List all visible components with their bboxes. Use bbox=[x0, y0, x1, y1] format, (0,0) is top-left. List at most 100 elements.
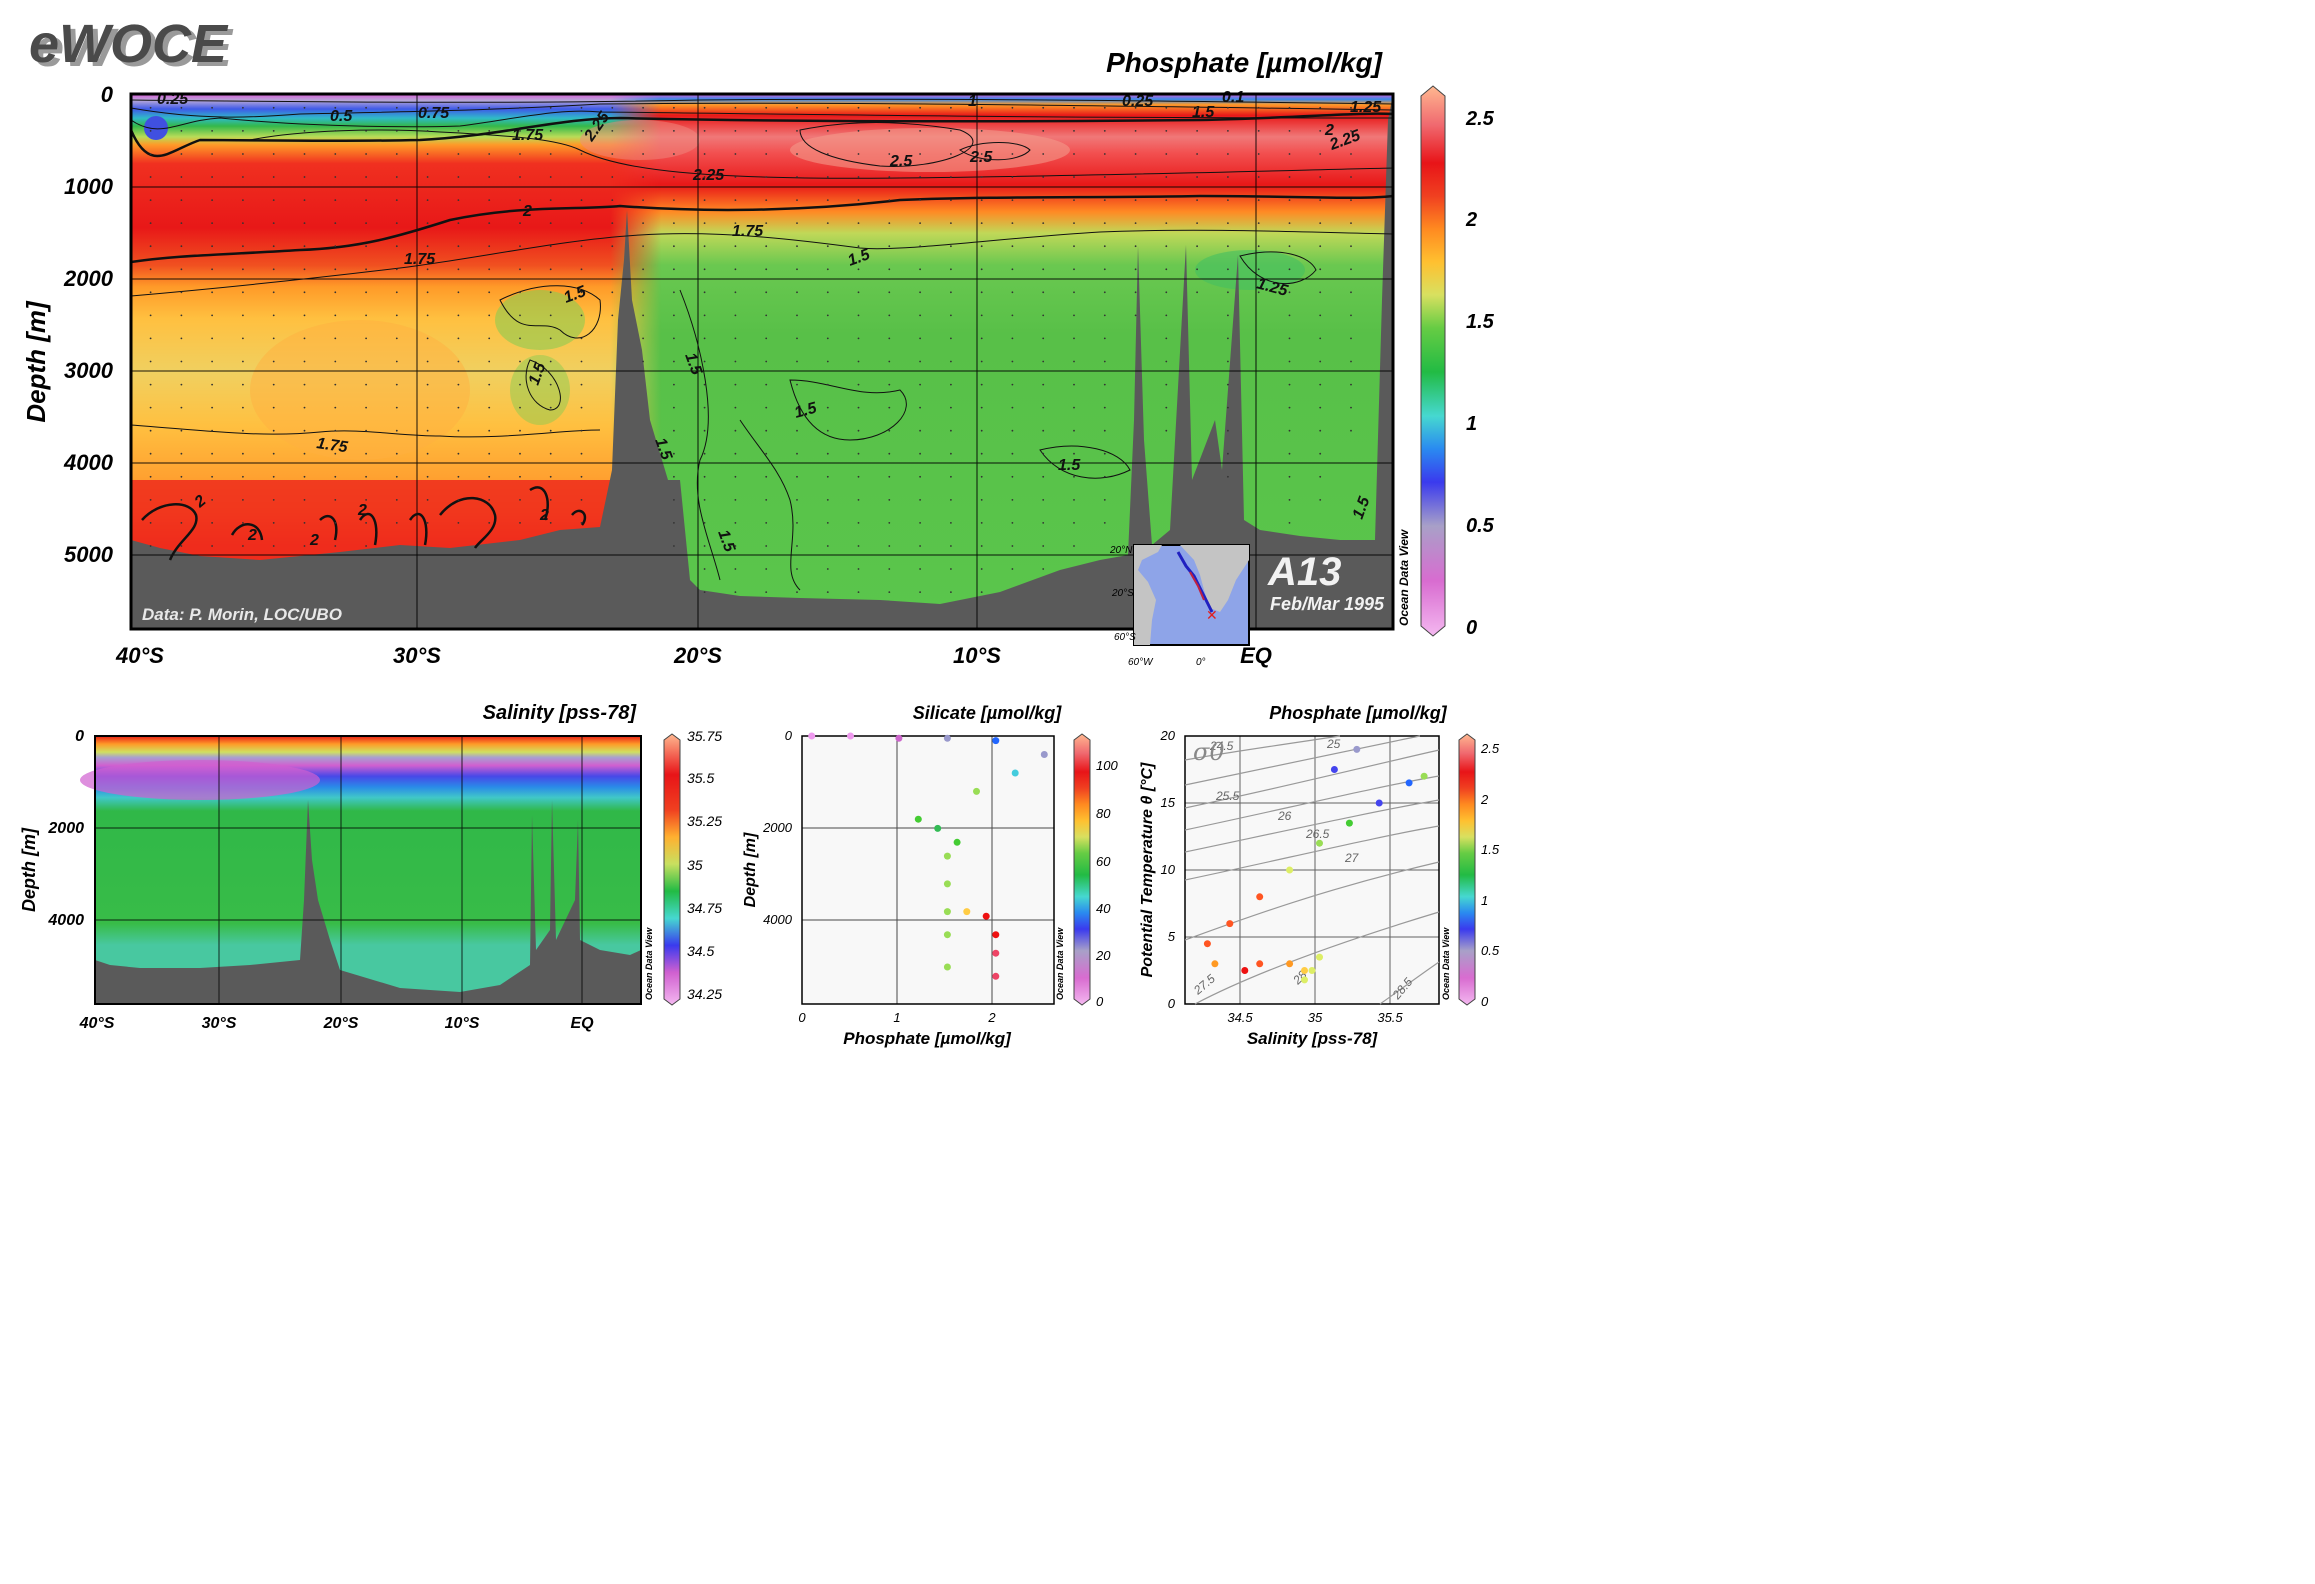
sample-dot bbox=[519, 360, 521, 363]
sample-dot bbox=[334, 199, 337, 202]
inset-landmass bbox=[1134, 545, 1162, 645]
sample-dot bbox=[950, 475, 952, 478]
sample-dot bbox=[365, 199, 367, 202]
sample-dot bbox=[950, 268, 952, 271]
sample-dot bbox=[1288, 337, 1291, 340]
sample-dot bbox=[1165, 314, 1168, 317]
sample-dot bbox=[734, 245, 737, 248]
sample-dot bbox=[888, 222, 891, 225]
sample-dot bbox=[1042, 153, 1045, 155]
sample-dot bbox=[888, 176, 891, 178]
sample-dot bbox=[980, 153, 983, 155]
svg-text:1.5: 1.5 bbox=[1058, 457, 1081, 474]
sample-dot bbox=[1042, 176, 1045, 178]
sample-dot bbox=[1319, 360, 1322, 363]
sample-dot bbox=[888, 130, 891, 132]
sample-dot bbox=[242, 360, 244, 363]
sample-dot bbox=[365, 406, 367, 409]
sample-dot bbox=[334, 522, 337, 524]
sample-dot bbox=[1227, 360, 1229, 363]
sample-dot bbox=[272, 291, 275, 294]
sample-dot bbox=[919, 291, 921, 294]
silicate-panel: Silicate [µmol/kg] 0 2000 4000 Depth [m]… bbox=[742, 703, 1118, 1048]
sample-dot bbox=[1196, 153, 1198, 155]
sample-dot bbox=[888, 153, 891, 155]
sample-dot bbox=[272, 383, 275, 386]
ts-point bbox=[1345, 819, 1353, 827]
sample-dot bbox=[642, 314, 644, 317]
sample-dot bbox=[888, 568, 891, 570]
brand-logo: eWOCE bbox=[29, 14, 229, 74]
sample-dot bbox=[488, 406, 491, 409]
sample-dot bbox=[549, 291, 552, 294]
svg-text:1.5: 1.5 bbox=[562, 283, 590, 307]
sample-dot bbox=[642, 291, 644, 294]
sample-dot bbox=[1165, 176, 1168, 178]
sample-dot bbox=[395, 522, 398, 524]
salinity-y-ticks: 0 2000 4000 bbox=[47, 728, 84, 929]
sample-dot bbox=[334, 106, 337, 109]
sample-dot bbox=[211, 383, 214, 386]
sample-dot bbox=[580, 291, 583, 294]
sample-dot bbox=[1319, 406, 1322, 409]
sample-dot bbox=[1073, 429, 1075, 432]
sample-dot bbox=[1042, 245, 1045, 248]
svg-text:0: 0 bbox=[75, 728, 84, 745]
silicate-point bbox=[914, 815, 922, 823]
sample-dot bbox=[180, 499, 183, 501]
svg-text:1.75: 1.75 bbox=[512, 127, 544, 144]
svg-text:1: 1 bbox=[1481, 893, 1488, 908]
sample-dot bbox=[1042, 314, 1045, 317]
sample-dot bbox=[549, 499, 552, 501]
sample-dot bbox=[950, 245, 952, 248]
sample-dot bbox=[1073, 337, 1075, 340]
sample-dot bbox=[211, 406, 214, 409]
sample-dot bbox=[242, 545, 244, 547]
silicate-point bbox=[963, 908, 971, 916]
silicate-x-ticks: 0 1 2 bbox=[798, 1010, 996, 1025]
sample-dot bbox=[365, 429, 367, 432]
sample-dot bbox=[734, 176, 737, 178]
sample-dot bbox=[888, 360, 891, 363]
sample-dot bbox=[980, 429, 983, 432]
sample-dot bbox=[1227, 383, 1229, 386]
inset-landmass bbox=[1180, 545, 1249, 612]
svg-text:40°S: 40°S bbox=[115, 643, 164, 668]
sample-dot bbox=[149, 545, 152, 547]
sample-dot bbox=[980, 106, 983, 109]
sample-dot bbox=[611, 222, 614, 225]
sample-dot bbox=[1011, 406, 1014, 409]
sample-dot bbox=[1319, 106, 1322, 109]
sample-dot bbox=[365, 106, 367, 109]
sample-dot bbox=[272, 360, 275, 363]
sample-dot bbox=[1288, 452, 1291, 455]
sample-dot bbox=[303, 545, 306, 547]
sample-dot bbox=[673, 222, 675, 225]
ts-point bbox=[1330, 766, 1338, 773]
sample-dot bbox=[365, 314, 367, 317]
sample-dot bbox=[426, 522, 429, 524]
sample-dot bbox=[426, 199, 429, 202]
sample-dot bbox=[549, 222, 552, 225]
sample-dot bbox=[426, 452, 429, 455]
sample-dot bbox=[642, 360, 644, 363]
sample-dot bbox=[919, 360, 921, 363]
sample-dot bbox=[334, 499, 337, 501]
sample-dot bbox=[211, 429, 214, 432]
sample-dot bbox=[149, 314, 152, 317]
sample-dot bbox=[642, 153, 644, 155]
sample-dot bbox=[211, 545, 214, 547]
sample-dot bbox=[826, 291, 829, 294]
silicate-point bbox=[847, 732, 854, 740]
sample-dot bbox=[334, 429, 337, 432]
sample-dot bbox=[888, 199, 891, 202]
svg-text:10°S: 10°S bbox=[445, 1015, 480, 1032]
sample-dot bbox=[488, 383, 491, 386]
sample-dot bbox=[149, 153, 152, 155]
sample-dot bbox=[734, 545, 737, 547]
sample-dot bbox=[365, 383, 367, 386]
sample-dot bbox=[1227, 452, 1229, 455]
sample-dot bbox=[395, 406, 398, 409]
sample-dot bbox=[365, 291, 367, 294]
svg-text:0: 0 bbox=[1096, 994, 1104, 1009]
